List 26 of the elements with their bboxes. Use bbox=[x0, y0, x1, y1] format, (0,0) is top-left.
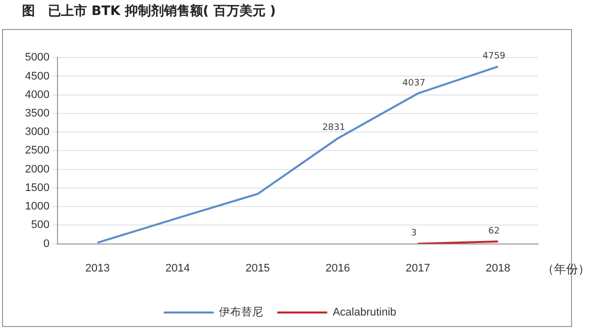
data-label: 4037 bbox=[402, 78, 426, 88]
legend-label: Acalabrutinib bbox=[332, 306, 396, 319]
x-axis-title: （年份） bbox=[542, 262, 590, 276]
y-tick-label: 1500 bbox=[24, 182, 50, 194]
data-label: 2831 bbox=[322, 123, 346, 134]
x-tick-label: 2014 bbox=[165, 262, 190, 274]
data-label: 3 bbox=[411, 228, 417, 239]
x-tick-label: 2015 bbox=[245, 262, 270, 274]
x-tick-label: 2016 bbox=[326, 262, 350, 274]
y-tick-label: 1000 bbox=[24, 200, 50, 213]
y-tick-label: 3000 bbox=[24, 126, 50, 138]
y-tick-label: 500 bbox=[31, 219, 50, 232]
y-tick-label: 0 bbox=[43, 238, 50, 250]
y-tick-label: 2000 bbox=[24, 163, 50, 176]
y-tick-label: 4000 bbox=[24, 88, 50, 101]
y-tick-label: 2500 bbox=[24, 144, 50, 157]
chart-title: 图 已上市 BTK 抑制剂销售额( 百万美元 ) bbox=[22, 3, 276, 20]
x-tick-label: 2017 bbox=[406, 262, 430, 274]
x-tick-label: 2013 bbox=[85, 262, 110, 274]
x-tick-label: 2018 bbox=[486, 262, 510, 274]
y-tick-label: 5000 bbox=[24, 52, 50, 64]
y-tick-label: 3500 bbox=[24, 107, 50, 120]
y-tick-label: 4500 bbox=[24, 70, 50, 82]
data-label: 4759 bbox=[482, 51, 506, 62]
data-label: 62 bbox=[488, 226, 500, 236]
legend-label: 伊布替尼 bbox=[219, 306, 264, 319]
